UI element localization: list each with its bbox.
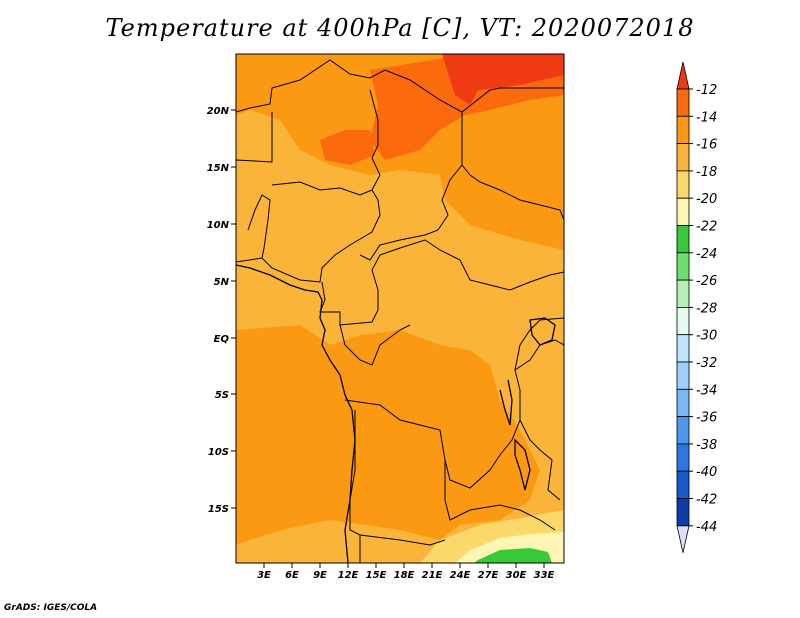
colorbar-label: -40 [696,465,717,480]
colorbar-label: -14 [696,110,717,125]
longitude-axis: 3E 6E 9E 12E 15E 18E 21E 24E 27E 30E 33E [257,563,555,581]
border-zambia [444,460,556,531]
colorbar-bin [676,252,690,281]
colorbar-label: -12 [696,83,717,98]
map-title: Temperature at 400hPa [C], VT: 202007201… [105,14,695,42]
lon-label: 3E [257,570,271,581]
map-frame [235,53,565,564]
field-band-16to18-west [236,215,470,320]
lon-label: 12E [338,570,359,581]
colorbar-label: -44 [696,520,717,535]
colorbar-bin [676,361,690,390]
lat-label: 20N [207,106,230,117]
coastline-west [236,264,356,563]
lake-victoria [529,317,556,346]
border-nigeria [236,189,381,283]
lake-malawi [514,438,531,491]
colorbar-label: -16 [696,138,717,153]
lake-tanganyika [499,379,513,426]
lat-label: 15N [207,163,230,174]
colorbar-label: -32 [696,356,717,371]
colorbar-bin [676,115,690,145]
border-cameroon-car [319,239,564,326]
colorbar-label: -20 [696,192,717,207]
lat-label: EQ [214,334,230,345]
lon-label: 15E [366,570,387,581]
colorbar-bin [676,443,690,472]
lon-label: 30E [506,570,527,581]
lat-label: 5N [214,277,230,288]
country-borders [236,59,564,563]
border-angola [349,410,446,546]
lon-label: 33E [534,570,555,581]
latitude-axis: 20N 15N 10N 5N EQ 5S 10S 15S [207,106,236,515]
lat-label: 10S [208,447,229,458]
colorbar-bin [676,143,690,172]
colorbar-bin [676,306,690,336]
field-band-12to14-west [320,130,375,165]
colorbar-label: -24 [696,247,717,262]
colorbar-label: -26 [696,274,717,289]
colorbar-bin [676,279,690,308]
colorbar-label: -38 [696,438,717,453]
border-congo [339,324,411,366]
colorbar-label: -22 [696,220,717,235]
colorbar-bin [676,334,690,363]
colorbar-label: -18 [696,165,717,180]
colorbar-top-arrow [676,61,690,90]
field-above-12 [442,54,564,105]
lon-label: 21E [422,570,443,581]
lat-label: 5S [215,390,229,401]
lon-label: 27E [478,570,499,581]
border-libya-egypt [461,87,564,113]
field-band-22to24 [474,548,552,563]
lon-label: 18E [394,570,415,581]
grads-credit: GrADS: IGES/COLA [4,603,98,613]
lon-label: 9E [313,570,327,581]
border-sahel [236,59,463,261]
colorbar-label: -42 [696,493,717,508]
colorbar-bin [676,225,690,254]
colorbar-bin [676,416,690,445]
border-mali [236,112,273,163]
colorbar: -12 -14 -16 -18 -20 -22 -24 -26 -28 -30 -32 -34 -36 -… [676,61,717,553]
border-benin-togo [247,194,271,259]
colorbar-bin [676,498,690,527]
border-sudan [461,164,564,221]
lon-label: 24E [450,570,471,581]
colorbar-bin [676,88,690,117]
lat-label: 15S [208,504,229,515]
coastline [236,264,556,563]
colorbar-label: -34 [696,383,717,398]
border-tanzania [519,419,561,501]
field-band-16to18-central [400,300,520,350]
lat-label: 10N [207,220,230,231]
border-drc [344,317,564,489]
colorbar-label: -28 [696,301,717,316]
colorbar-label: -36 [696,411,717,426]
colorbar-bin [676,170,690,199]
field-band-14to16-south [236,325,540,545]
temperature-field [236,54,564,563]
colorbar-bin [676,388,690,417]
colorbar-bin [676,470,690,499]
lon-label: 6E [285,570,299,581]
colorbar-bottom-arrow [676,525,690,553]
colorbar-bin [676,197,690,226]
colorbar-label: -30 [696,329,717,344]
